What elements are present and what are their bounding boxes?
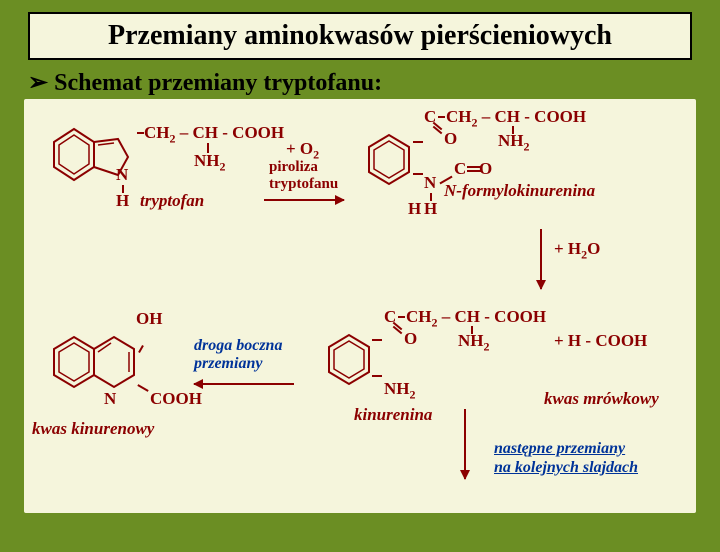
nf-o: O — [444, 129, 457, 149]
arrow-1 — [264, 199, 344, 201]
indole-ring — [36, 117, 146, 207]
tryp-h: H — [116, 191, 129, 211]
nf-side: CH2 – CH - COOH — [446, 107, 586, 130]
diagram-panel: CH2 – CH - COOH NH2 N H tryptofan + O2 p… — [24, 99, 696, 513]
ka-name: kwas kinurenowy — [32, 419, 154, 439]
nf-h: H — [424, 199, 437, 219]
plus-hcooh: + H - COOH — [554, 331, 647, 351]
arrow-4 — [464, 409, 466, 479]
nf-n: N — [424, 173, 436, 193]
kyn-side: CH2 – CH - COOH — [406, 307, 546, 330]
tryp-nh2: NH2 — [194, 151, 226, 174]
benzene-nformyl — [354, 127, 424, 197]
nf-co: C O — [454, 159, 492, 179]
kyn-o: O — [404, 329, 417, 349]
bullet-icon: ➢ — [28, 69, 48, 96]
ka-cooh: COOH — [150, 389, 202, 409]
nf-name: N-formylokinurenina — [444, 181, 595, 201]
ka-oh: OH — [136, 309, 162, 329]
kyn-nh2-2: NH2 — [384, 379, 416, 402]
subtitle: ➢ Schemat przemiany tryptofanu: — [28, 68, 692, 97]
benzene-kyn — [314, 327, 384, 397]
kyn-name: kinurenina — [354, 405, 432, 425]
side-path: droga bocznaprzemiany — [194, 337, 282, 373]
nf-nh2: NH2 — [498, 131, 530, 154]
nf-h2: H — [408, 199, 421, 219]
ka-n: N — [104, 389, 116, 409]
plus-h2o: + H2O — [554, 239, 600, 262]
subtitle-text: Schemat przemiany tryptofanu: — [54, 70, 382, 96]
pyrolysis: pirolizatryptofanu — [269, 159, 338, 193]
arrow-3 — [194, 383, 294, 385]
kyn-nh2-1: NH2 — [458, 331, 490, 354]
next-note: następne przemianyna kolejnych slajdach — [494, 439, 638, 477]
arrow-2 — [540, 229, 542, 289]
formic-name: kwas mrówkowy — [544, 389, 659, 409]
tryp-n: N — [116, 165, 128, 185]
tryp-side-chain: CH2 – CH - COOH — [144, 123, 284, 146]
slide-title: Przemiany aminokwasów pierścieniowych — [28, 12, 692, 60]
quinoline-ring — [36, 327, 156, 407]
tryp-name: tryptofan — [140, 191, 204, 211]
